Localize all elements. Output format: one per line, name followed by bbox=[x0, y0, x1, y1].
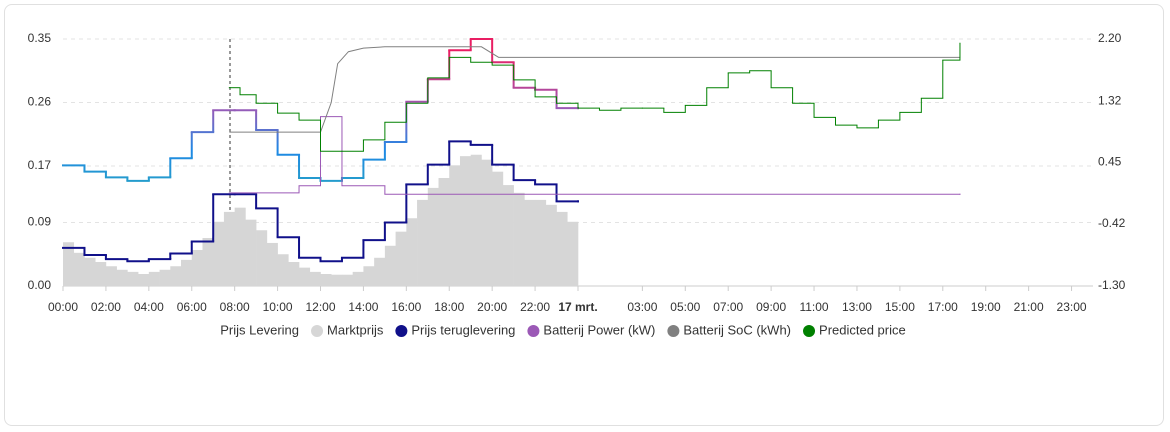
x-tick-label: 09:00 bbox=[756, 300, 786, 314]
column bbox=[502, 185, 514, 286]
column bbox=[417, 199, 429, 286]
x-tick-label: 05:00 bbox=[670, 300, 700, 314]
column bbox=[492, 171, 504, 286]
line bbox=[229, 46, 960, 133]
column bbox=[159, 269, 171, 286]
y2-tick-label: -0.42 bbox=[1098, 216, 1126, 230]
legend-label: Prijs Levering bbox=[220, 322, 299, 337]
column bbox=[288, 262, 300, 286]
column bbox=[374, 257, 386, 286]
column bbox=[513, 192, 525, 286]
legend-marker bbox=[803, 325, 816, 337]
column bbox=[384, 245, 396, 286]
y-tick-label: 0.26 bbox=[28, 95, 52, 109]
x-tick-label: 08:00 bbox=[220, 300, 250, 314]
column bbox=[245, 219, 257, 286]
y2-tick-label: 1.32 bbox=[1098, 93, 1122, 107]
column bbox=[63, 242, 75, 286]
x-tick-label: 02:00 bbox=[91, 300, 121, 314]
x-tick-label: 13:00 bbox=[842, 300, 872, 314]
legend-label: Marktprijs bbox=[327, 322, 384, 337]
x-tick-label: 10:00 bbox=[263, 300, 293, 314]
x-tick-label: 03:00 bbox=[627, 300, 657, 314]
legend-label: Prijs teruglevering bbox=[411, 322, 515, 337]
column bbox=[213, 221, 225, 286]
column bbox=[277, 254, 289, 286]
x-tick-label: 21:00 bbox=[1014, 300, 1044, 314]
column bbox=[299, 267, 311, 286]
column bbox=[341, 274, 353, 286]
column bbox=[95, 262, 107, 286]
column bbox=[438, 178, 450, 286]
legend-marker bbox=[395, 325, 408, 337]
y-tick-label: 0.17 bbox=[28, 158, 52, 172]
x-tick-label: 06:00 bbox=[177, 300, 207, 314]
column bbox=[524, 199, 536, 286]
x-tick-label: 04:00 bbox=[134, 300, 164, 314]
column bbox=[545, 204, 557, 286]
column bbox=[116, 269, 128, 286]
column bbox=[449, 165, 461, 286]
x-tick-label: 16:00 bbox=[391, 300, 421, 314]
x-tick-label: 20:00 bbox=[477, 300, 507, 314]
x-tick-label: 19:00 bbox=[971, 300, 1001, 314]
column bbox=[191, 250, 203, 286]
column bbox=[395, 231, 407, 286]
x-tick-label: 07:00 bbox=[713, 300, 743, 314]
column bbox=[427, 187, 439, 286]
column bbox=[181, 259, 193, 286]
y2-tick-label: -1.30 bbox=[1098, 278, 1126, 292]
x-tick-label: 18:00 bbox=[434, 300, 464, 314]
column bbox=[363, 266, 375, 286]
column bbox=[105, 266, 117, 286]
x-tick-label: 17:00 bbox=[928, 300, 958, 314]
column bbox=[535, 199, 547, 286]
column bbox=[223, 211, 235, 286]
x-tick-label: 22:00 bbox=[520, 300, 550, 314]
x-tick-label: 12:00 bbox=[305, 300, 335, 314]
x-tick-label: 17 mrt. bbox=[558, 300, 597, 314]
column bbox=[556, 211, 568, 286]
x-tick-label: 23:00 bbox=[1057, 300, 1087, 314]
chart-card bbox=[4, 4, 1164, 426]
legend-marker bbox=[527, 325, 540, 337]
x-tick-label: 15:00 bbox=[885, 300, 915, 314]
legend-label: Predicted price bbox=[819, 322, 906, 337]
column bbox=[127, 271, 139, 286]
column bbox=[309, 271, 321, 286]
x-tick-label: 00:00 bbox=[48, 300, 78, 314]
legend-marker bbox=[311, 325, 324, 337]
column bbox=[234, 207, 246, 286]
column bbox=[138, 274, 150, 286]
column bbox=[352, 271, 364, 286]
column bbox=[567, 221, 579, 286]
column bbox=[481, 159, 493, 286]
column bbox=[406, 218, 418, 286]
y-tick-label: 0.00 bbox=[28, 278, 52, 292]
legend-marker bbox=[667, 325, 680, 337]
y-tick-label: 0.09 bbox=[28, 215, 52, 229]
column bbox=[256, 230, 268, 286]
column bbox=[170, 266, 182, 286]
column bbox=[266, 242, 278, 286]
column bbox=[470, 154, 482, 286]
x-tick-label: 11:00 bbox=[799, 300, 828, 314]
legend-label: Batterij Power (kW) bbox=[543, 322, 655, 337]
column bbox=[331, 274, 343, 286]
y-tick-label: 0.35 bbox=[28, 31, 52, 45]
y2-tick-label: 2.20 bbox=[1098, 31, 1122, 45]
column bbox=[320, 274, 332, 286]
y2-tick-label: 0.45 bbox=[1098, 155, 1122, 169]
legend-label: Batterij SoC (kWh) bbox=[683, 322, 791, 337]
column bbox=[84, 257, 96, 286]
column bbox=[202, 238, 214, 286]
column bbox=[148, 271, 160, 286]
column bbox=[459, 156, 472, 286]
legend: Prijs Levering Marktprijs Prijs teruglever… bbox=[220, 322, 905, 337]
x-tick-label: 14:00 bbox=[348, 300, 378, 314]
column bbox=[73, 252, 85, 286]
